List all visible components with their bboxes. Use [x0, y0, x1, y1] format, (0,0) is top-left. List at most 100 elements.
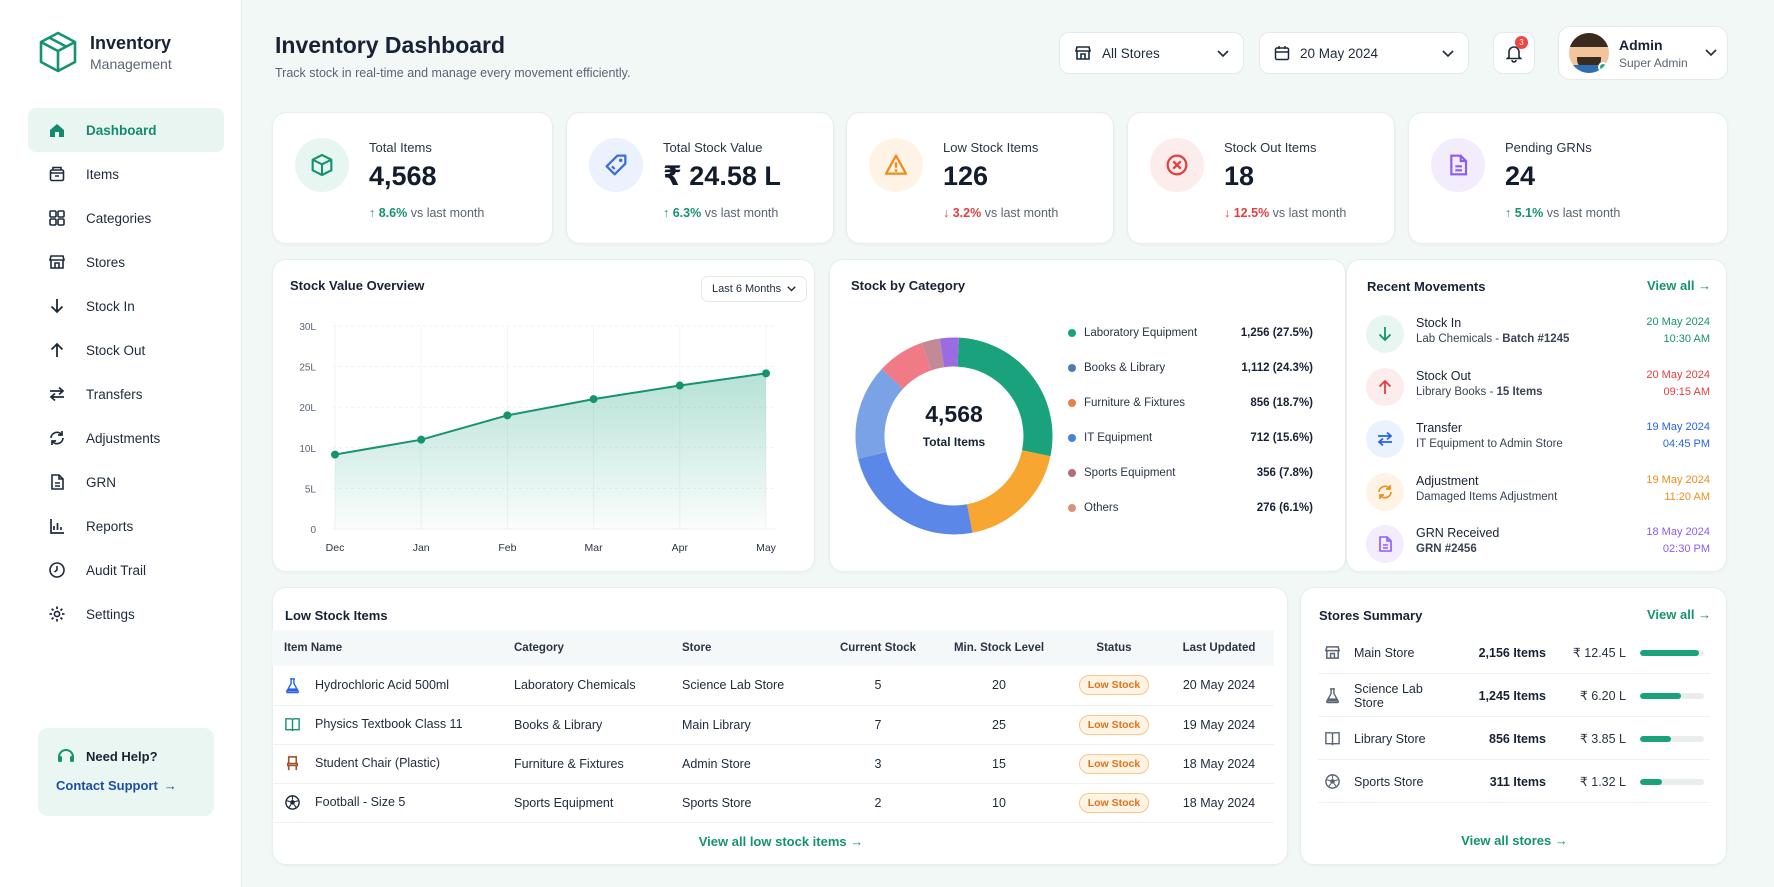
donut-slice[interactable]	[858, 451, 973, 535]
kpi-card-low-stock-items[interactable]: Low Stock Items 126 ↓ 3.2% vs last month	[846, 112, 1114, 244]
y-tick-label: 25L	[299, 363, 316, 374]
y-tick-label: 30L	[299, 322, 316, 333]
store-row[interactable]: Main Store 2,156 Items ₹ 12.45 L	[1318, 632, 1710, 674]
swap-icon	[1366, 420, 1404, 458]
store-icon	[1324, 644, 1341, 664]
legend-item[interactable]: IT Equipment 712 (15.6%)	[1068, 429, 1313, 447]
view-all-stores-link[interactable]: View all stores →	[1301, 833, 1728, 848]
kpi-delta-suffix: vs last month	[1272, 206, 1347, 220]
column-header[interactable]: Min. Stock Level	[934, 630, 1064, 666]
legend-item[interactable]: Sports Equipment 356 (7.8%)	[1068, 464, 1313, 482]
table-row[interactable]: Student Chair (Plastic) Furniture & Fixtu…	[272, 744, 1274, 784]
kpi-card-pending-grns[interactable]: Pending GRNs 24 ↑ 5.1% vs last month	[1408, 112, 1728, 244]
donut-slice[interactable]	[966, 449, 1051, 533]
data-point[interactable]	[417, 435, 426, 444]
view-all-low-stock-label: View all low stock items	[698, 834, 847, 849]
store-row[interactable]: Sports Store 311 Items ₹ 1.32 L	[1318, 761, 1710, 803]
stores-view-all-link[interactable]: View all →	[1647, 607, 1711, 622]
store-value: ₹ 3.85 L	[1579, 732, 1626, 746]
sidebar: Inventory Management Dashboard Items Categ…	[0, 0, 242, 887]
kpi-delta: 5.1%	[1514, 206, 1544, 220]
view-all-low-stock-link[interactable]: View all low stock items →	[273, 834, 1289, 849]
data-point[interactable]	[589, 395, 598, 404]
stores-summary-card: Stores Summary View all → View all store…	[1300, 587, 1727, 865]
arrow-right-icon: →	[1554, 833, 1568, 848]
column-header[interactable]: Current Stock	[822, 630, 934, 666]
movement-item[interactable]: GRN Received GRN #2456 18 May 2024 02:30 PM	[1366, 523, 1710, 569]
movement-item[interactable]: Stock In Lab Chemicals - Batch #1245 20 Ma…	[1366, 313, 1710, 359]
data-point[interactable]	[762, 369, 770, 378]
sidebar-item-label: Reports	[86, 518, 134, 534]
notifications-button[interactable]: 3	[1493, 32, 1535, 74]
table-row[interactable]: Hydrochloric Acid 500ml Laboratory Chemic…	[272, 666, 1274, 706]
legend-item[interactable]: Others 276 (6.1%)	[1068, 499, 1313, 517]
sidebar-item-reports[interactable]: Reports	[28, 504, 224, 548]
data-point[interactable]	[675, 381, 684, 390]
brand[interactable]: Inventory Management	[38, 30, 172, 74]
store-filter-dropdown[interactable]: All Stores	[1059, 32, 1244, 74]
kpi-label: Low Stock Items	[943, 140, 1039, 155]
sidebar-item-grn[interactable]: GRN	[28, 460, 224, 504]
user-menu[interactable]: Admin Super Admin	[1558, 26, 1728, 80]
movements-view-all-link[interactable]: View all →	[1647, 278, 1711, 293]
column-header[interactable]: Last Updated	[1164, 630, 1274, 666]
movement-title: Transfer	[1416, 421, 1463, 435]
donut-slice[interactable]	[921, 338, 945, 371]
data-point[interactable]	[331, 450, 339, 459]
sidebar-item-stock-in[interactable]: Stock In	[28, 284, 224, 328]
kpi-card-total-items[interactable]: Total Items 4,568 ↑ 8.6% vs last month	[272, 112, 553, 244]
donut-slice[interactable]	[881, 342, 932, 390]
item-name: Student Chair (Plastic)	[315, 755, 441, 770]
swap-icon	[48, 385, 66, 403]
series-line	[334, 372, 767, 456]
contact-support-link[interactable]: Contact Support →	[56, 778, 196, 793]
item-category: Laboratory Chemicals	[502, 666, 670, 706]
sidebar-item-categories[interactable]: Categories	[28, 196, 224, 240]
table-row[interactable]: Physics Textbook Class 11 Books & Library…	[272, 705, 1274, 745]
donut-slice[interactable]	[956, 337, 1053, 457]
notification-badge: 3	[1515, 36, 1528, 49]
kpi-card-total-stock-value[interactable]: Total Stock Value ₹ 24.58 L ↑ 6.3% vs last…	[566, 112, 834, 244]
movement-title: Adjustment	[1416, 473, 1479, 488]
last-updated: 18 May 2024	[1164, 783, 1274, 823]
range-dropdown[interactable]: Last 6 Months	[701, 276, 808, 302]
store-row[interactable]: Library Store 856 Items ₹ 3.85 L	[1318, 718, 1710, 760]
sidebar-item-audit-trail[interactable]: Audit Trail	[28, 548, 224, 592]
column-header[interactable]: Category	[502, 630, 670, 666]
data-point[interactable]	[503, 411, 512, 420]
movement-item[interactable]: Transfer IT Equipment to Admin Store 19 Ma…	[1366, 418, 1710, 464]
donut-slice[interactable]	[855, 369, 904, 459]
movement-item[interactable]: Stock Out Library Books - 15 Items 20 May …	[1366, 366, 1710, 412]
legend-item[interactable]: Books & Library 1,112 (24.3%)	[1068, 359, 1313, 377]
table-row[interactable]: Football - Size 5 Sports Equipment Sports …	[272, 783, 1274, 823]
store-items: 2,156 Items	[1478, 645, 1546, 660]
sidebar-item-adjustments[interactable]: Adjustments	[28, 416, 224, 460]
store-row[interactable]: Science Lab Store 1,245 Items ₹ 6.20 L	[1318, 675, 1710, 717]
kpi-card-stock-out-items[interactable]: Stock Out Items 18 ↓ 12.5% vs last month	[1127, 112, 1395, 244]
sidebar-item-stores[interactable]: Stores	[28, 240, 224, 284]
sidebar-item-transfers[interactable]: Transfers	[28, 372, 224, 416]
donut-slice[interactable]	[939, 337, 959, 368]
book-icon	[1324, 730, 1341, 750]
view-all-label: View all	[1647, 607, 1695, 622]
legend-item[interactable]: Laboratory Equipment 1,256 (27.5%)	[1068, 324, 1313, 342]
item-name: Hydrochloric Acid 500ml	[315, 677, 450, 692]
movement-detail-text: Damaged Items Adjustment	[1416, 490, 1558, 503]
view-all-label: View all	[1647, 278, 1695, 293]
legend-value: 276 (6.1%)	[1256, 502, 1313, 514]
column-header[interactable]: Status	[1064, 630, 1164, 666]
column-header[interactable]: Store	[670, 630, 822, 666]
column-header[interactable]: Item Name	[272, 630, 502, 666]
sidebar-item-dashboard[interactable]: Dashboard	[28, 108, 224, 152]
sidebar-item-label: Items	[86, 166, 120, 182]
sidebar-item-label: Transfers	[86, 386, 143, 402]
sidebar-item-items[interactable]: Items	[28, 152, 224, 196]
movement-item[interactable]: Adjustment Damaged Items Adjustment 19 May…	[1366, 471, 1710, 517]
sidebar-item-stock-out[interactable]: Stock Out	[28, 328, 224, 372]
min-stock-level: 10	[934, 783, 1064, 823]
legend-item[interactable]: Furniture & Fixtures 856 (18.7%)	[1068, 394, 1313, 412]
gear-icon	[48, 605, 66, 623]
kpi-trend: ↑ 5.1% vs last month	[1505, 206, 1620, 220]
date-filter-dropdown[interactable]: 20 May 2024	[1259, 32, 1469, 74]
sidebar-item-settings[interactable]: Settings	[28, 592, 224, 636]
